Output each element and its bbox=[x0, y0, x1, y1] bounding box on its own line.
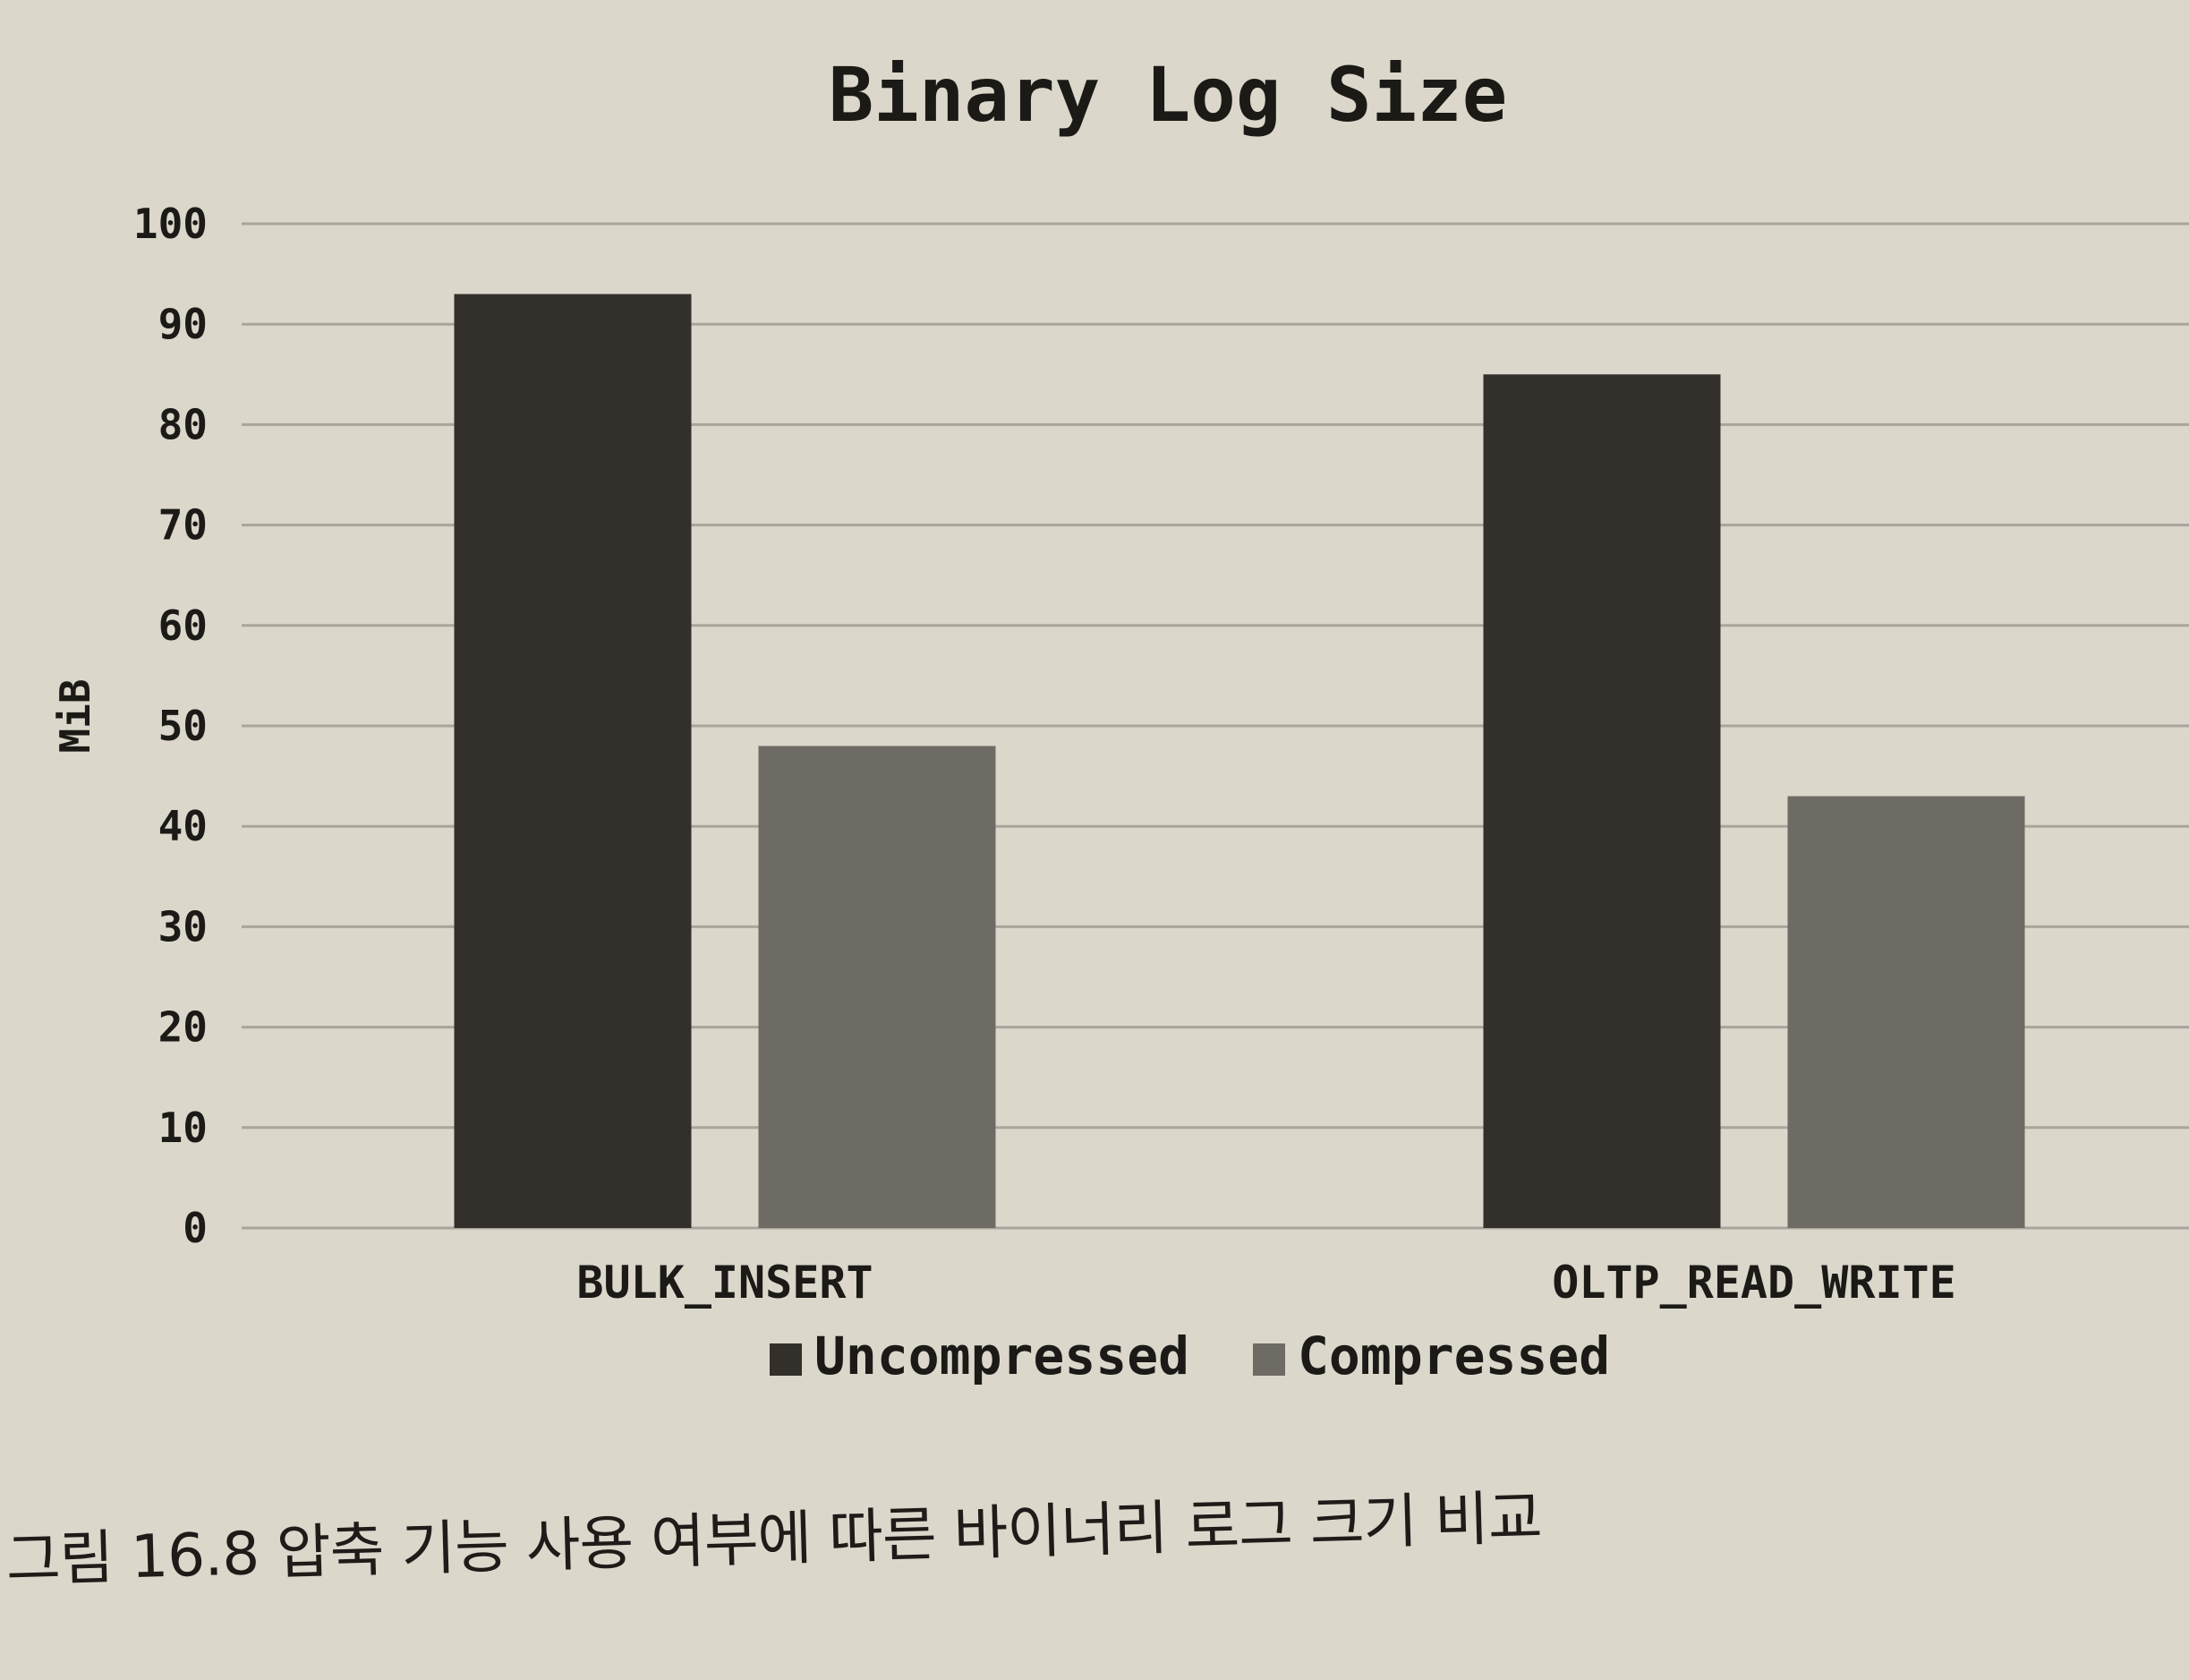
axis-labels: 0 10 20 30 40 50 60 70 80 90 100 BULK_INSERT OLTP_RE… bbox=[133, 200, 1956, 1309]
y-tick-label: 100 bbox=[133, 200, 208, 248]
y-tick-label: 10 bbox=[158, 1104, 208, 1152]
bar-oltp-read-write-compressed bbox=[1787, 796, 2025, 1228]
y-tick-label: 30 bbox=[158, 902, 208, 951]
y-tick-label: 90 bbox=[158, 300, 208, 348]
legend: Uncompressed Compressed bbox=[770, 1326, 1610, 1386]
y-tick-label: 80 bbox=[158, 400, 208, 448]
x-tick-label: BULK_INSERT bbox=[576, 1257, 873, 1309]
y-tick-label: 50 bbox=[158, 702, 208, 750]
y-axis-title: MiB bbox=[51, 678, 99, 753]
x-tick-label: OLTP_READ_WRITE bbox=[1552, 1257, 1956, 1309]
legend-swatch-uncompressed bbox=[770, 1343, 802, 1376]
legend-label-compressed: Compressed bbox=[1298, 1326, 1610, 1386]
y-tick-label: 20 bbox=[158, 1003, 208, 1052]
y-tick-label: 40 bbox=[158, 802, 208, 850]
y-tick-label: 0 bbox=[183, 1204, 208, 1252]
y-tick-label: 60 bbox=[158, 601, 208, 650]
chart-title: Binary Log Size bbox=[829, 51, 1508, 139]
bar-bulk-insert-compressed bbox=[758, 746, 996, 1228]
legend-swatch-compressed bbox=[1253, 1343, 1285, 1376]
bars bbox=[454, 294, 2025, 1228]
y-tick-label: 70 bbox=[158, 501, 208, 550]
legend-label-uncompressed: Uncompressed bbox=[814, 1326, 1189, 1386]
bar-oltp-read-write-uncompressed bbox=[1483, 374, 1721, 1228]
bar-bulk-insert-uncompressed bbox=[454, 294, 692, 1228]
